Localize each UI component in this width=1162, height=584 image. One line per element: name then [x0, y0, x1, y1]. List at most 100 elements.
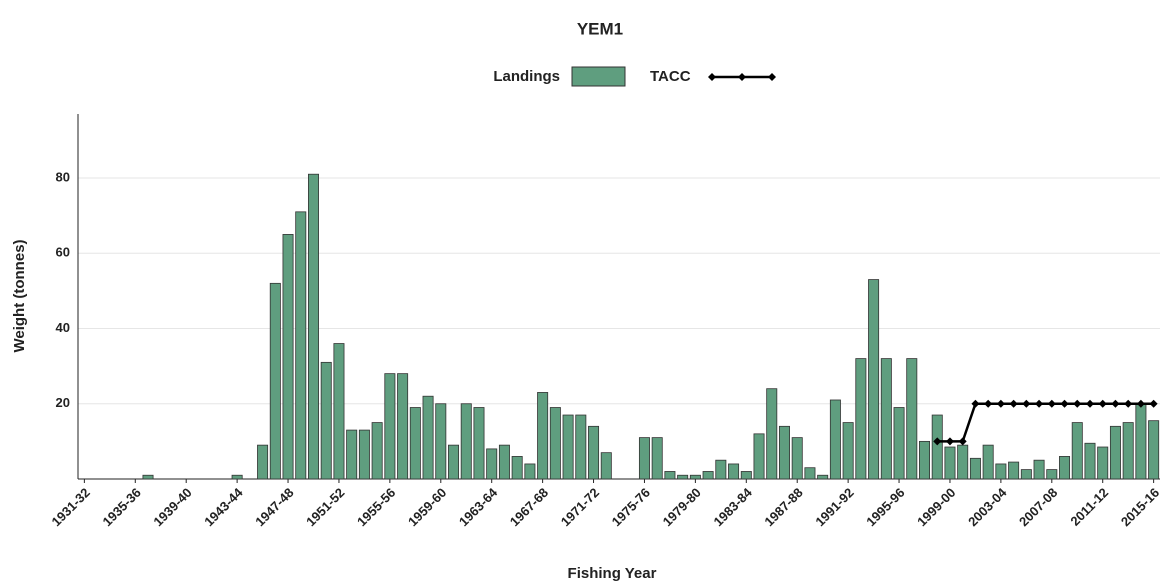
x-tick-label: 1967-68: [507, 485, 551, 529]
bar: [320, 361, 332, 480]
bar: [142, 474, 154, 480]
y-tick-label: 80: [56, 169, 70, 184]
line-marker: [1047, 399, 1056, 408]
legend: Landings TACC: [493, 66, 776, 87]
x-tick-label: 1971-72: [558, 485, 602, 529]
y-tick-label: 60: [56, 245, 70, 260]
line-marker: [996, 399, 1005, 408]
bar: [1148, 420, 1160, 480]
bar: [282, 234, 294, 480]
bar: [740, 471, 752, 480]
bar: [842, 422, 854, 480]
x-tick-label: 2015-16: [1118, 485, 1162, 529]
bar: [715, 459, 727, 480]
bar: [1135, 403, 1147, 480]
bar: [358, 429, 370, 480]
legend-marker: [768, 73, 776, 81]
bar: [1008, 461, 1020, 480]
bar: [1122, 422, 1134, 480]
x-tick-label: 1955-56: [354, 485, 398, 529]
y-tick-label: 20: [56, 395, 70, 410]
legend-label: Landings: [493, 68, 560, 85]
bar: [944, 446, 956, 480]
y-tick-label: 40: [56, 320, 70, 335]
bar: [537, 392, 549, 480]
bar: [791, 437, 803, 480]
line-marker: [1009, 399, 1018, 408]
line-marker: [1035, 399, 1044, 408]
bar: [1059, 456, 1071, 480]
line-marker: [971, 399, 980, 408]
bar: [473, 407, 485, 480]
bar: [460, 403, 472, 480]
bar: [651, 437, 663, 480]
x-tick-label: 1995-96: [863, 485, 907, 529]
bar: [371, 422, 383, 480]
bar: [1071, 422, 1083, 480]
bar: [448, 444, 460, 480]
line-marker: [958, 437, 967, 446]
bar: [549, 407, 561, 480]
bar: [1084, 442, 1096, 480]
line-marker: [1136, 399, 1145, 408]
bar: [1097, 446, 1109, 480]
x-tick-label: 1947-48: [252, 485, 296, 529]
bar: [435, 403, 447, 480]
bar: [409, 407, 421, 480]
bar: [384, 373, 396, 480]
x-tick-label: 1935-36: [99, 485, 143, 529]
bar: [804, 467, 816, 480]
bar: [511, 456, 523, 480]
x-tick-label: 1983-84: [710, 484, 755, 529]
x-tick-label: 1991-92: [812, 485, 856, 529]
bar: [524, 463, 536, 480]
x-tick-label: 1963-64: [456, 484, 501, 529]
bar: [893, 407, 905, 480]
line-marker: [1085, 399, 1094, 408]
bar: [257, 444, 269, 480]
bar: [778, 425, 790, 480]
line: [937, 402, 1154, 443]
line-marker: [1022, 399, 1031, 408]
bar: [1046, 469, 1058, 480]
bar: [855, 358, 867, 480]
x-tick-label: 2011-12: [1067, 485, 1111, 529]
bar: [919, 440, 930, 480]
bar: [931, 414, 943, 480]
bar: [664, 471, 676, 480]
bar: [982, 444, 994, 480]
line-marker: [1124, 399, 1133, 408]
bar: [397, 373, 409, 480]
bar: [638, 437, 650, 480]
bar: [753, 433, 765, 480]
legend-marker: [738, 73, 746, 81]
line-marker: [933, 437, 942, 446]
bar: [486, 448, 498, 480]
bar: [1020, 469, 1032, 480]
legend-label: TACC: [650, 68, 691, 85]
x-axis-title: Fishing Year: [568, 565, 657, 582]
bar: [269, 282, 281, 480]
bar: [766, 388, 778, 480]
x-tick-label: 2007-08: [1016, 485, 1060, 529]
bar: [689, 474, 701, 480]
x-tick-label: 2003-04: [965, 484, 1010, 529]
bar: [1033, 459, 1045, 480]
bar: [346, 429, 358, 480]
bar: [498, 444, 510, 480]
line-marker: [1073, 399, 1082, 408]
line-marker: [984, 399, 993, 408]
bar: [231, 474, 243, 480]
bar: [1109, 425, 1121, 480]
bar: [575, 414, 587, 480]
bar: [677, 474, 689, 480]
x-tick-label: 1987-88: [761, 485, 805, 529]
x-tick-label: 1999-00: [914, 485, 958, 529]
legend-swatch: [571, 66, 626, 87]
x-tick-label: 1939-40: [150, 485, 194, 529]
line-marker: [945, 437, 954, 446]
x-tick-label: 1979-80: [660, 485, 704, 529]
bar: [829, 399, 841, 480]
bar: [868, 279, 880, 480]
